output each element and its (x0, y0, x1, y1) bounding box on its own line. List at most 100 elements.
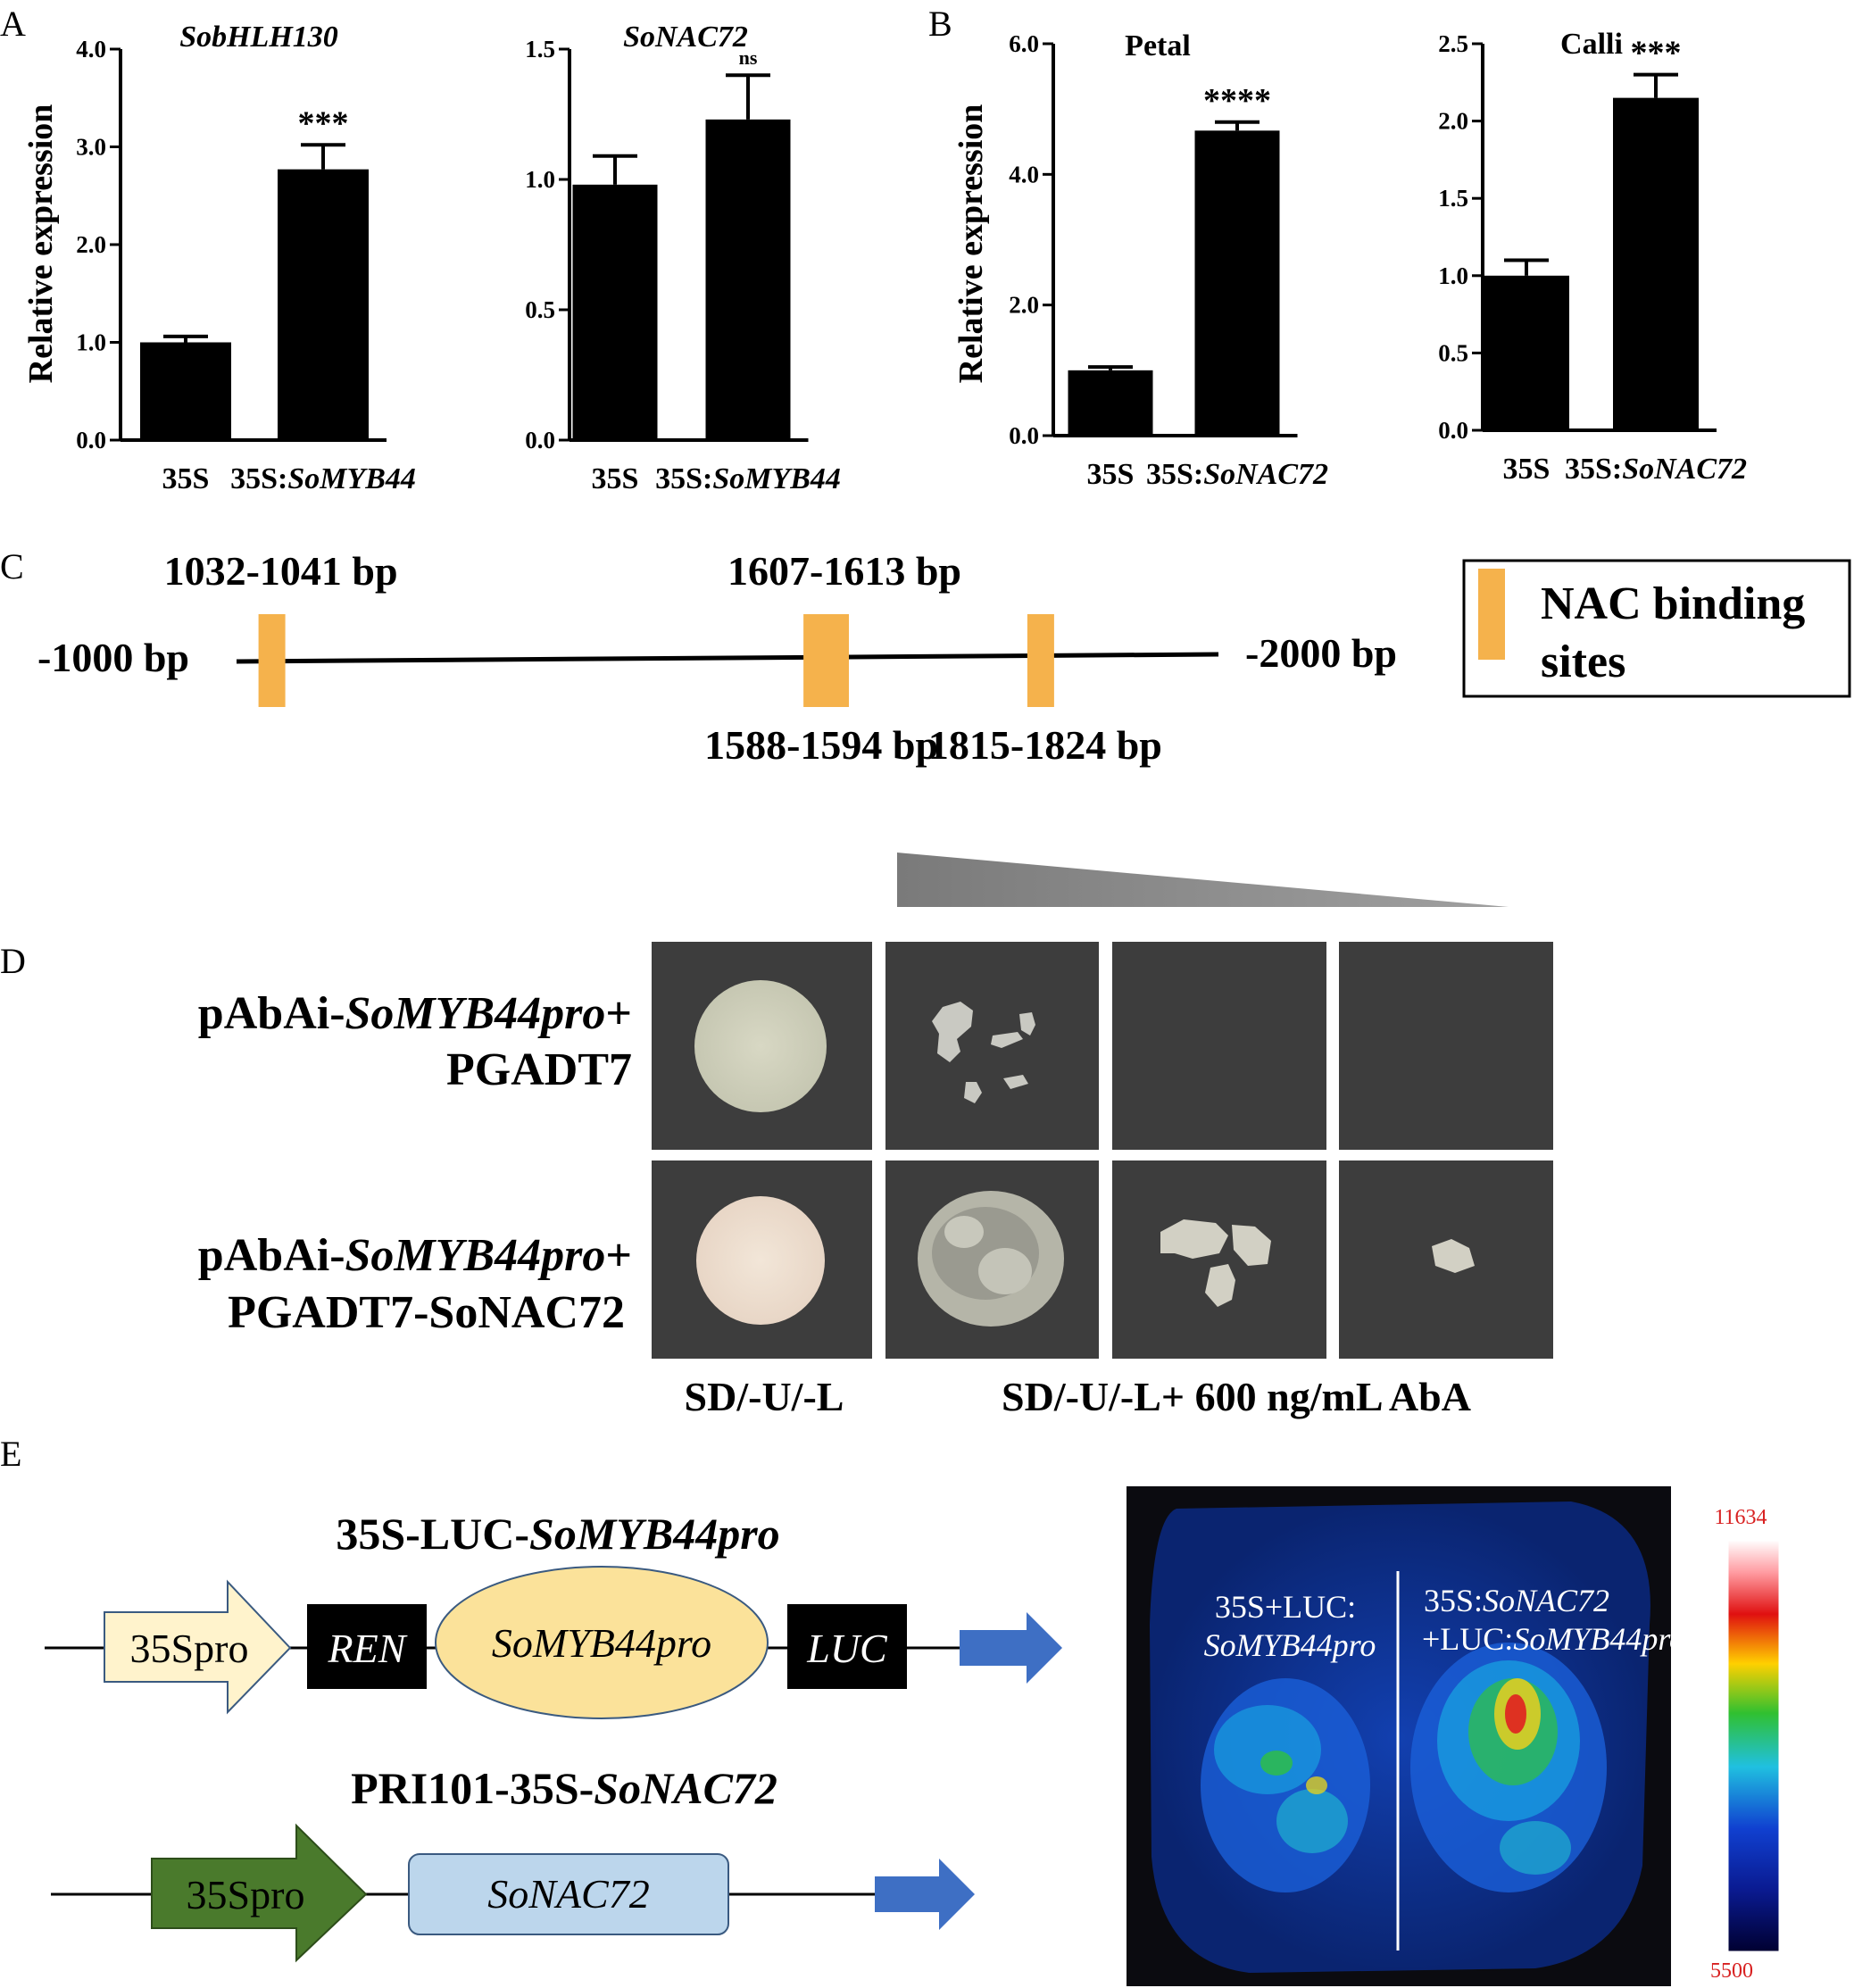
promoter-start-label: -1000 bp (37, 635, 189, 680)
bar-0 (140, 342, 231, 440)
plate-r2-c3 (1112, 1160, 1326, 1359)
chart-title: SoNAC72 (623, 21, 748, 54)
colony-r2-c3 (1160, 1219, 1271, 1307)
construct1-ren-box (307, 1604, 427, 1689)
category-label-0: 35S (1503, 453, 1551, 486)
promoter-line (236, 652, 1219, 664)
binding-site-label-2: 1607-1613 bp (727, 548, 961, 594)
y-axis-label: Relative expression (22, 104, 60, 384)
legend-box (1462, 559, 1851, 698)
y-tick-label: 1.5 (1438, 185, 1468, 212)
bar-1 (705, 119, 791, 440)
luc-imaging: 35S+LUC: SoMYB44pro 35S:SoNAC72 +LUC:SoM… (1127, 1486, 1782, 1986)
plate-r1-c3 (1112, 942, 1326, 1150)
luc-signal-right (1410, 1643, 1607, 1892)
y-tick-label: 2.0 (1009, 292, 1039, 319)
binding-sites: 1032-1041 bp 1588-1594 bp 1607-1613 bp 1815… (164, 548, 1162, 768)
binding-site-label-3: 1815-1824 bp (928, 722, 1162, 768)
significance-1: *** (298, 104, 349, 142)
y-tick-label: 1.0 (76, 329, 106, 356)
construct2-gene-box (408, 1853, 729, 1935)
y-tick-label: 1.0 (1438, 262, 1468, 289)
panel-letter-c: C (0, 546, 24, 586)
construct1-promoter-label: 35Spro (130, 1626, 249, 1671)
colony-r2-c1 (696, 1196, 825, 1325)
construct1-pro-label: SoMYB44pro (492, 1620, 711, 1666)
construct1-luc-box (787, 1604, 907, 1689)
bar-charts: 0.0 1.0 2.0 3.0 4.0 SobHLH130 Relative express… (22, 21, 1747, 495)
chart-title: Petal (1125, 29, 1191, 62)
luc-left-line1: 35S+LUC: (1215, 1589, 1356, 1625)
panel-letter-d: D (0, 941, 26, 981)
y-tick-label: 0.5 (1438, 339, 1468, 366)
legend-line2: sites (1541, 636, 1625, 687)
construct2-direction-arrow (875, 1859, 975, 1930)
colony-r2-c2 (918, 1191, 1064, 1327)
y-tick-label: 6.0 (1009, 30, 1039, 57)
category-label-1: 35S:SoNAC72 (1146, 458, 1328, 491)
y-tick-label: 0.5 (525, 296, 555, 323)
panel-letter-a: A (0, 4, 26, 44)
luc-left-line2: SoMYB44pro (1204, 1627, 1376, 1663)
chart-title: Calli (1560, 28, 1623, 61)
y-tick-label: 0.0 (525, 427, 555, 453)
binding-site-label-0: 1032-1041 bp (164, 548, 398, 594)
luc-signal-left (1201, 1678, 1370, 1892)
significance-1: ns (739, 46, 758, 69)
luc-right-line1: 35S:SoNAC72 (1424, 1583, 1609, 1618)
y-tick-label: 1.5 (525, 36, 555, 62)
y-tick-label: 0.0 (1009, 422, 1039, 449)
chart-title: SobHLH130 (179, 21, 338, 54)
category-label-0: 35S (162, 462, 210, 495)
colony-r1-c1 (694, 980, 827, 1112)
category-label-0: 35S (592, 462, 639, 495)
dilution-wedge (897, 853, 1509, 907)
y-tick-label: 2.0 (1438, 108, 1468, 135)
category-label-1: 35S:SoMYB44 (655, 462, 841, 495)
construct1-title: 35S-LUC-SoMYB44pro (336, 1509, 779, 1559)
row1-label-line2: PGADT7 (446, 1044, 632, 1095)
constructs: 35S-LUC-SoMYB44pro 35Spro REN SoMYB44pro… (45, 1509, 1062, 1963)
binding-site-label-1: 1588-1594 bp (704, 722, 938, 768)
y-tick-label: 2.0 (76, 231, 106, 258)
row2-label-line2: PGADT7-SoNAC72 (228, 1287, 625, 1338)
promoter-end-label: -2000 bp (1245, 630, 1397, 676)
legend-line1: NAC binding (1541, 578, 1805, 629)
construct2-promoter-arrow (151, 1823, 368, 1963)
construct1-ren-label: REN (328, 1626, 408, 1671)
colony-r1-c2 (932, 1002, 1035, 1103)
luc-right-line2: +LUC:SoMYB44pro (1422, 1621, 1685, 1657)
binding-site-3 (1027, 614, 1054, 707)
colony-r2-c4 (1432, 1239, 1475, 1273)
y-tick-label: 0.0 (1438, 417, 1468, 444)
construct2-gene-label: SoNAC72 (487, 1871, 649, 1917)
scale-min-label: 5500 (1710, 1959, 1753, 1983)
yeast-one-hybrid: pAbAi-SoMYB44pro+ PGADT7 pAbAi-SoMYB44pr… (198, 853, 1553, 1419)
category-label-1: 35S:SoMYB44 (230, 462, 416, 495)
y-tick-label: 4.0 (1009, 161, 1039, 187)
category-label-0: 35S (1087, 458, 1135, 491)
construct1-direction-arrow (960, 1612, 1062, 1684)
plate-r1-c2 (885, 942, 1099, 1150)
bar-0 (572, 184, 658, 440)
scale-max-label: 11634 (1714, 1506, 1767, 1529)
bar-0 (1068, 370, 1153, 436)
construct2-promoter-label: 35Spro (187, 1872, 305, 1917)
medium-label-left: SD/-U/-L (685, 1374, 844, 1419)
construct1-promoter-ellipse (435, 1566, 769, 1719)
panel-letter-b: B (928, 4, 952, 44)
promoter-diagram: -1000 bp -2000 bp 1032-1041 bp 1588-1594 … (37, 548, 1851, 768)
bar-1 (1194, 130, 1280, 437)
bar-0 (1484, 275, 1569, 430)
y-tick-label: 0.0 (76, 427, 106, 453)
bar-1 (278, 169, 369, 440)
bar-1 (1613, 97, 1699, 431)
chart-1: 0.0 0.5 1.0 1.5 SoNAC72 35S ns 35S:SoMYB44 (525, 21, 841, 495)
binding-site-2 (822, 614, 849, 707)
significance-1: *** (1631, 35, 1682, 72)
significance-1: **** (1203, 82, 1271, 120)
chart-3: 0.0 0.5 1.0 1.5 2.0 2.5 Calli 35S *** 35S:SoNAC72 (1438, 28, 1747, 486)
construct1-luc-label: LUC (806, 1626, 888, 1671)
y-tick-label: 4.0 (76, 36, 106, 62)
